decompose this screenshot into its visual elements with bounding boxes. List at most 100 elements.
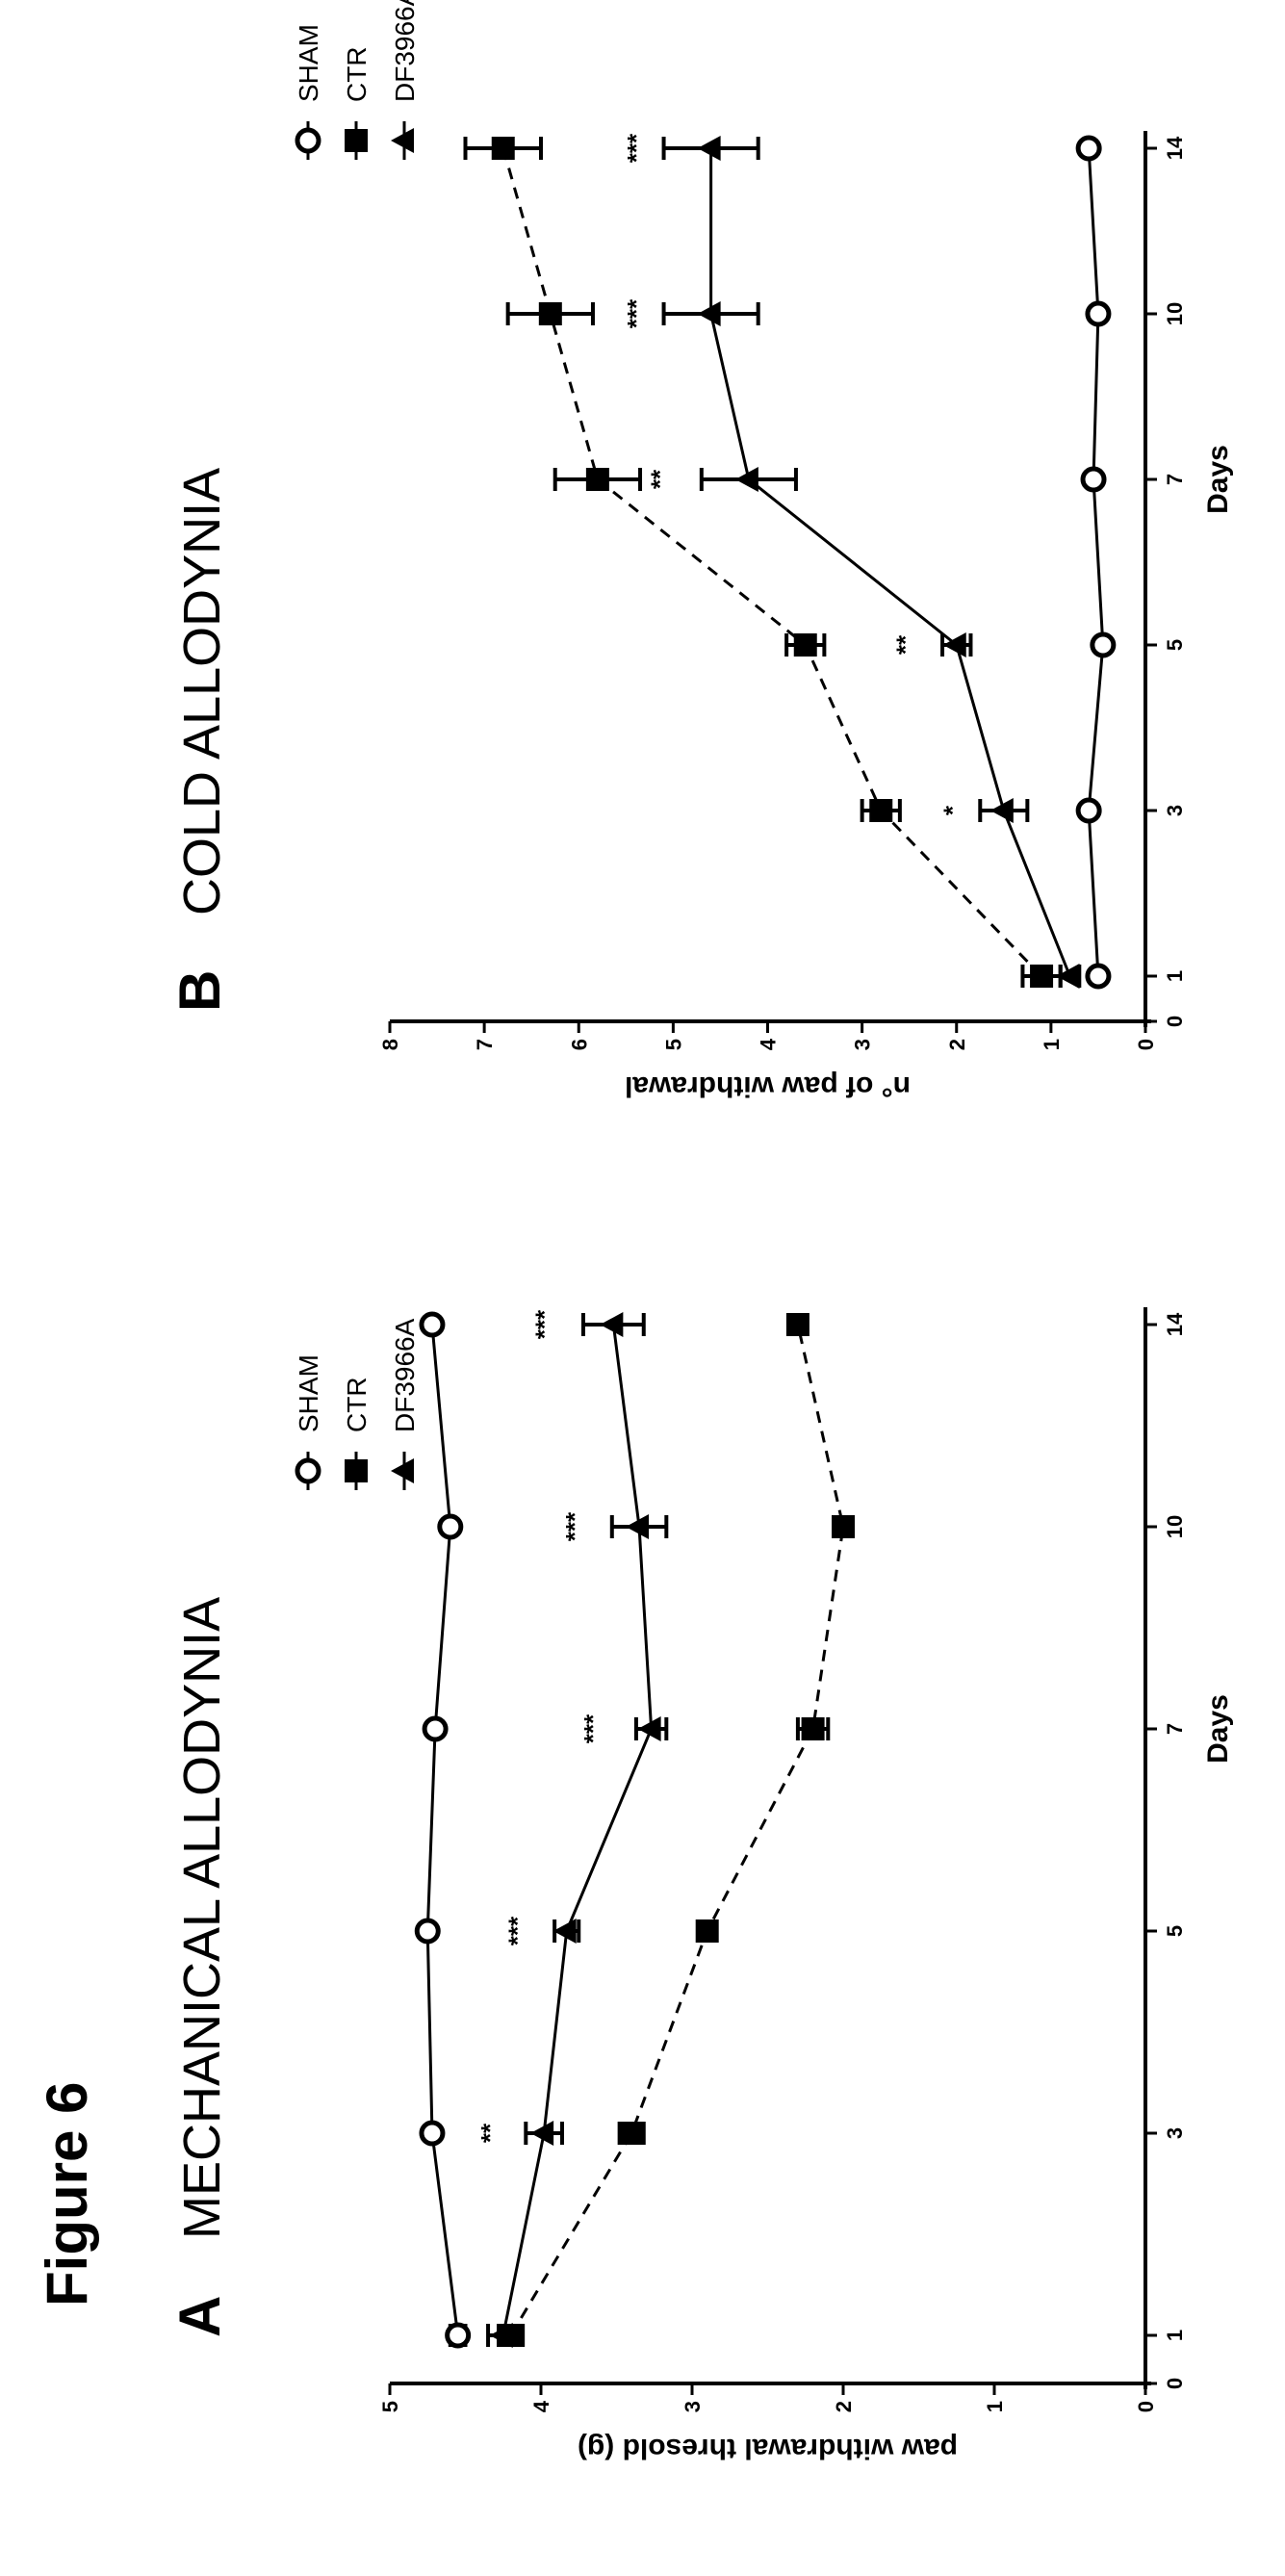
data-point bbox=[1080, 466, 1107, 493]
data-point bbox=[697, 301, 721, 326]
data-point bbox=[832, 1515, 855, 1538]
x-tick-label: 5 bbox=[1163, 1925, 1187, 1937]
data-point bbox=[989, 798, 1014, 823]
data-point bbox=[445, 2322, 472, 2349]
data-point bbox=[1075, 135, 1102, 162]
legend-marker bbox=[391, 1458, 414, 1483]
panel-a-letter: A bbox=[167, 2296, 232, 2337]
legend-label: CTR bbox=[342, 46, 372, 102]
legend-label: DF3966A bbox=[390, 0, 420, 102]
data-point bbox=[437, 1513, 464, 1540]
significance-mark: *** bbox=[530, 1309, 559, 1339]
data-point bbox=[491, 137, 515, 160]
legend-sham: SHAM bbox=[294, 1354, 323, 1490]
data-point bbox=[942, 632, 966, 657]
data-point bbox=[530, 2121, 554, 2146]
data-point bbox=[1085, 300, 1112, 327]
panel-b-title: COLD ALLODYNIA bbox=[173, 468, 231, 915]
series-line bbox=[1087, 147, 1105, 977]
data-point bbox=[637, 1716, 661, 1741]
x-tick-label: 3 bbox=[1163, 2127, 1187, 2139]
series-line bbox=[501, 1324, 654, 2336]
data-point bbox=[1090, 631, 1117, 658]
data-point bbox=[1075, 797, 1102, 824]
legend-df3966a: DF3966A bbox=[390, 1318, 420, 1490]
y-tick-label: 3 bbox=[851, 1039, 875, 1050]
data-point bbox=[419, 1311, 446, 1338]
data-point bbox=[626, 1514, 650, 1539]
data-point bbox=[869, 799, 893, 822]
data-point bbox=[620, 2122, 644, 2145]
x-tick-label: 0 bbox=[1163, 1016, 1187, 1027]
x-tick-label: 0 bbox=[1163, 2378, 1187, 2389]
legend-marker bbox=[295, 1457, 321, 1484]
y-tick-label: 7 bbox=[473, 1039, 497, 1050]
series-ctr bbox=[497, 1313, 855, 2347]
legend-ctr: CTR bbox=[342, 46, 372, 160]
data-point bbox=[697, 136, 721, 161]
x-tick-label: 3 bbox=[1163, 805, 1187, 816]
y-tick-label: 5 bbox=[661, 1039, 685, 1050]
data-point bbox=[1056, 964, 1080, 989]
significance-mark: *** bbox=[578, 1713, 607, 1743]
data-point bbox=[734, 467, 758, 492]
panel-b-letter: B bbox=[167, 970, 232, 1012]
x-tick-label: 14 bbox=[1163, 136, 1187, 160]
legend-label: DF3966A bbox=[390, 1318, 420, 1432]
series-line bbox=[709, 148, 1071, 977]
data-point bbox=[422, 1715, 449, 1742]
series-line bbox=[509, 1324, 845, 2336]
y-axis-label: paw withdrawal thresold (g) bbox=[578, 2433, 958, 2464]
data-point bbox=[489, 2323, 513, 2348]
significance-mark: ** bbox=[645, 469, 674, 489]
data-point bbox=[1085, 963, 1112, 990]
x-tick-label: 10 bbox=[1163, 1515, 1187, 1538]
data-point bbox=[553, 1919, 577, 1944]
data-point bbox=[600, 1312, 624, 1337]
x-tick-label: 5 bbox=[1163, 639, 1187, 651]
data-point bbox=[695, 1919, 719, 1943]
data-point bbox=[414, 1918, 441, 1945]
y-tick-label: 0 bbox=[1134, 2401, 1158, 2412]
legend-label: SHAM bbox=[294, 1354, 323, 1432]
panel-a-chart: 0 1 2 3 4 5 0 1 3 5 7 10 14 Days paw withdrawal threso… bbox=[378, 1307, 1234, 2464]
data-point bbox=[801, 1717, 825, 1740]
significance-mark: * bbox=[938, 805, 967, 815]
y-tick-label: 5 bbox=[378, 2401, 402, 2412]
figure-title: Figure 6 bbox=[35, 2082, 99, 2306]
x-tick-label: 7 bbox=[1163, 1723, 1187, 1735]
series-sham bbox=[414, 1311, 472, 2349]
significance-mark: *** bbox=[622, 298, 651, 328]
legend-marker bbox=[295, 127, 321, 154]
data-point bbox=[785, 1313, 810, 1336]
series-sham bbox=[1075, 135, 1117, 990]
panel-a-legend: SHAM CTR DF3966A bbox=[294, 1318, 420, 1490]
legend-label: SHAM bbox=[294, 24, 323, 102]
x-tick-label: 10 bbox=[1163, 302, 1187, 325]
legend-marker bbox=[345, 1459, 368, 1482]
y-tick-label: 2 bbox=[832, 2401, 856, 2412]
y-tick-label: 2 bbox=[945, 1039, 969, 1050]
significance-mark: ** bbox=[475, 2123, 504, 2143]
legend-marker bbox=[345, 129, 368, 152]
legend-ctr: CTR bbox=[342, 1377, 372, 1490]
significance-mark: ** bbox=[891, 634, 920, 655]
panel-b-chart: 0 1 2 3 4 5 6 7 8 0 1 3 5 7 10 14 Days n° of paw withdraw… bbox=[378, 131, 1234, 1102]
legend-sham: SHAM bbox=[294, 24, 323, 160]
x-axis-label: Days bbox=[1202, 1694, 1234, 1764]
data-point bbox=[793, 633, 817, 657]
legend-label: CTR bbox=[342, 1377, 372, 1432]
y-tick-label: 1 bbox=[1040, 1039, 1064, 1050]
panel-a-title: MECHANICAL ALLODYNIA bbox=[173, 1597, 231, 2239]
y-tick-label: 4 bbox=[529, 2400, 553, 2412]
panel-b-legend: SHAM CTR DF3966A bbox=[294, 0, 420, 160]
y-tick-label: 8 bbox=[378, 1039, 402, 1050]
y-tick-label: 4 bbox=[757, 1038, 781, 1050]
significance-mark: *** bbox=[622, 133, 651, 163]
x-tick-label: 1 bbox=[1163, 2330, 1187, 2341]
series-line bbox=[501, 147, 1043, 978]
data-point bbox=[1030, 965, 1054, 988]
y-axis-label: n° of paw withdrawal bbox=[625, 1070, 911, 1102]
legend-marker bbox=[391, 128, 414, 153]
x-tick-label: 14 bbox=[1163, 1312, 1187, 1336]
